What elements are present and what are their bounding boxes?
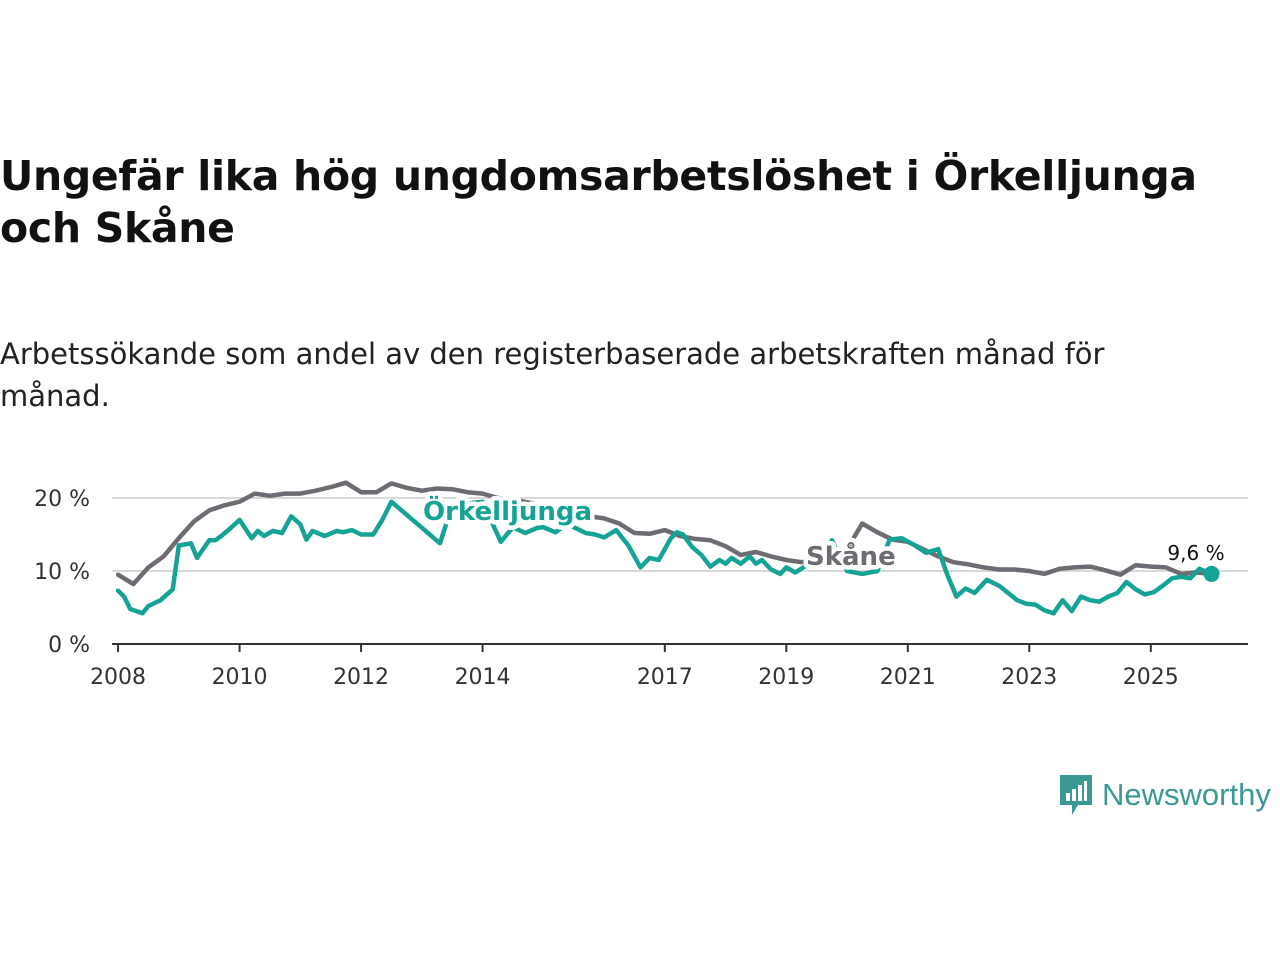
series-label-skane: Skåne [806,540,896,572]
y-tick-label: 0 % [48,633,90,658]
x-tick-label: 2010 [212,665,268,690]
y-axis-ticks: 0 % 10 % 20 % [34,487,90,658]
x-tick-label: 2025 [1123,665,1179,690]
end-marker-group: 9,6 % [1167,541,1225,582]
series-labels: Örkelljunga Skåne [419,490,901,577]
x-tick-label: 2023 [1001,665,1057,690]
x-tick-label: 2019 [758,665,814,690]
series-line-orkelljunga [115,499,1214,616]
x-tick-label: 2021 [880,665,936,690]
end-value-label: 9,6 % [1167,541,1224,565]
y-tick-label: 10 % [34,560,90,585]
end-point-marker [1203,565,1220,582]
series-line-skane [115,480,1214,587]
x-tick-label: 2014 [455,665,511,690]
y-tick-label: 20 % [34,487,90,512]
x-tick-label: 2012 [333,665,389,690]
series-lines [115,480,1214,616]
line-chart: 2008 2010 2012 2014 2017 2019 2021 2023 2025 0 %… [34,480,1248,690]
newsworthy-logo: Newsworthy [1058,773,1271,817]
series-label-orkelljunga: Örkelljunga [423,494,592,527]
chart-subtitle: Arbetssökande som andel av den registerb… [0,337,1105,413]
newsworthy-logo-icon [1060,775,1092,815]
chart-title: Ungefär lika hög ungdomsarbetslöshet i Ö… [0,152,1197,252]
x-tick-label: 2017 [637,665,693,690]
x-tick-label: 2008 [90,665,146,690]
x-axis-ticks: 2008 2010 2012 2014 2017 2019 2021 2023 2025 [90,644,1179,690]
newsworthy-logo-text: Newsworthy [1102,777,1271,812]
